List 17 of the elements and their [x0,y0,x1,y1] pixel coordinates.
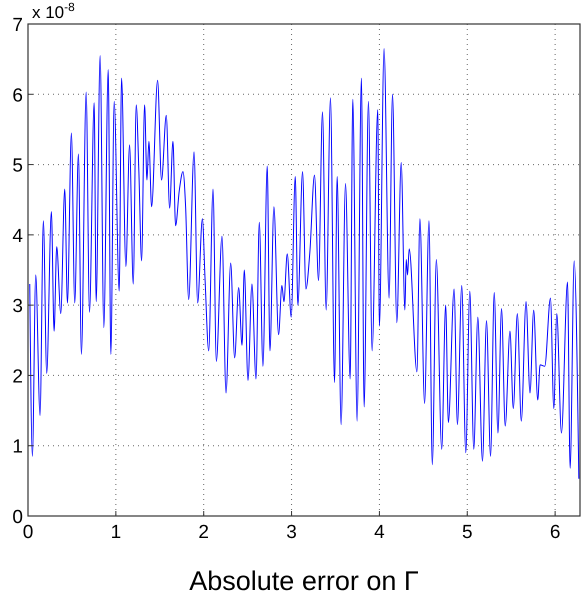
x-tick-label: 1 [110,522,122,543]
y-tick-label: 1 [12,436,23,458]
y-tick-label: 2 [12,366,23,388]
y-tick-label: 5 [12,156,23,177]
y-tick-label: 4 [12,226,24,247]
x-tick-label: 5 [462,522,473,543]
text: x 10$^{-8}$ [32,0,76,22]
y-tick-label: 3 [12,296,23,318]
x-axis-title: Absolute error on Γ [189,566,419,596]
y-tick-label: 6 [12,85,23,106]
x-tick-label: 4 [374,522,386,543]
y-tick-label: 0 [12,507,23,528]
x-tick-label: 2 [198,522,209,543]
x-tick-label: 6 [550,522,560,543]
x-tick-label: 3 [286,522,297,543]
line-series [29,48,580,480]
y-tick-label: 7 [12,15,23,36]
